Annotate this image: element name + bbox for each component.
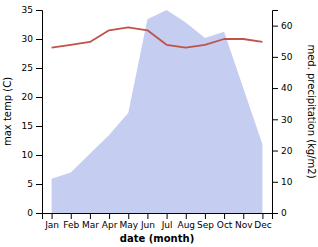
tick: Feb <box>63 213 79 230</box>
tick-label: 5 <box>27 179 33 189</box>
tick: Nov <box>235 213 253 230</box>
tick-label: 20 <box>22 92 34 102</box>
tick-label: 15 <box>22 121 33 131</box>
tick-mark <box>109 213 110 219</box>
axis-line <box>36 11 43 214</box>
area <box>52 10 263 213</box>
tick-mark <box>272 182 278 183</box>
plot-root: Jan FebMarAprMayJun Jul AugSepOctNovDec 0 5 10… <box>22 5 293 230</box>
tick: Sep <box>197 213 214 230</box>
tick-label: 40 <box>281 83 293 93</box>
line <box>52 27 263 47</box>
x-axis: Jan FebMarAprMayJun Jul AugSepOctNovDec <box>43 213 273 230</box>
tick: 5 <box>27 179 42 189</box>
tick-mark <box>205 213 206 219</box>
tick-label: May <box>119 220 138 230</box>
tick-mark <box>272 26 278 27</box>
axis-line <box>43 214 273 220</box>
tick: 60 <box>272 21 293 31</box>
tick: 50 <box>272 52 293 62</box>
tick-mark <box>36 10 42 11</box>
tick-mark <box>243 213 244 219</box>
y2-axis: 0 10 20 30 40 50 60 <box>272 11 293 219</box>
tick-label: Jul <box>161 220 173 230</box>
tick-label: Nov <box>235 220 253 230</box>
tick: Jan <box>44 213 59 230</box>
tick: Apr <box>102 213 118 230</box>
tick-label: Jan <box>44 220 59 230</box>
tick: Mar <box>82 213 99 230</box>
tick: 15 <box>22 121 42 131</box>
tick-label: 30 <box>281 115 293 125</box>
tick: 20 <box>22 92 42 102</box>
tick-label: 10 <box>281 177 293 187</box>
tick-label: 10 <box>22 150 34 160</box>
tick: 40 <box>272 83 293 93</box>
tick-mark <box>167 213 168 219</box>
y-axis: 0 5 10 15 20 25 30 35 <box>22 5 43 218</box>
tick-mark <box>128 213 129 219</box>
tick-label: 30 <box>22 34 34 44</box>
tick-label: 60 <box>281 21 293 31</box>
tick: Oct <box>217 213 233 230</box>
tick-mark <box>36 39 42 40</box>
tick: May <box>119 213 138 230</box>
tick-mark <box>36 126 42 127</box>
tick-mark <box>36 68 42 69</box>
tick-label: 50 <box>281 52 293 62</box>
tick: 0 <box>272 208 287 218</box>
tick-label: 20 <box>281 146 293 156</box>
tick: 10 <box>22 150 42 160</box>
tick-label: 0 <box>281 208 287 218</box>
tick: 25 <box>22 63 42 73</box>
y-axis-title: max temp (C) <box>2 77 13 146</box>
tick-label: Mar <box>82 220 99 230</box>
tick-mark <box>147 213 148 219</box>
tick-mark <box>272 119 278 120</box>
tick-label: 0 <box>27 208 33 218</box>
tick: 0 <box>27 208 42 218</box>
tick-mark <box>272 213 278 214</box>
tick: Dec <box>254 213 271 230</box>
tick: 30 <box>22 34 42 44</box>
tick-mark <box>262 213 263 219</box>
tick-label: Apr <box>102 220 118 230</box>
tick-mark <box>90 213 91 219</box>
tick-label: 25 <box>22 63 33 73</box>
tick-mark <box>272 57 278 58</box>
tick-mark <box>224 213 225 219</box>
tick-label: Aug <box>177 220 195 230</box>
tick: Jun <box>140 213 155 230</box>
tick-mark <box>36 155 42 156</box>
tick-mark <box>36 97 42 98</box>
tick-label: Jun <box>140 220 155 230</box>
tick: Jul <box>161 213 173 230</box>
tick-label: Dec <box>254 220 271 230</box>
axis-line <box>273 11 279 214</box>
tick: 30 <box>272 115 293 125</box>
tick: 10 <box>272 177 293 187</box>
tick-mark <box>186 213 187 219</box>
tick-mark <box>52 213 53 219</box>
tick-label: Oct <box>217 220 233 230</box>
tick-mark <box>272 88 278 89</box>
tick-label: Sep <box>197 220 214 230</box>
y2-axis-title: med. precipitation (kg/m2) <box>306 44 317 178</box>
tick-mark <box>36 213 42 214</box>
tick-mark <box>272 151 278 152</box>
tick-mark <box>71 213 72 219</box>
x-axis-title: date (month) <box>120 233 194 244</box>
tick-label: 35 <box>22 5 33 15</box>
tick-mark <box>36 184 42 185</box>
tick: 35 <box>22 5 42 15</box>
tick: 20 <box>272 146 293 156</box>
marks <box>52 10 263 213</box>
chart: Jan FebMarAprMayJun Jul AugSepOctNovDec 0 5 10… <box>0 0 318 247</box>
tick-label: Feb <box>63 220 79 230</box>
tick: Aug <box>177 213 195 230</box>
